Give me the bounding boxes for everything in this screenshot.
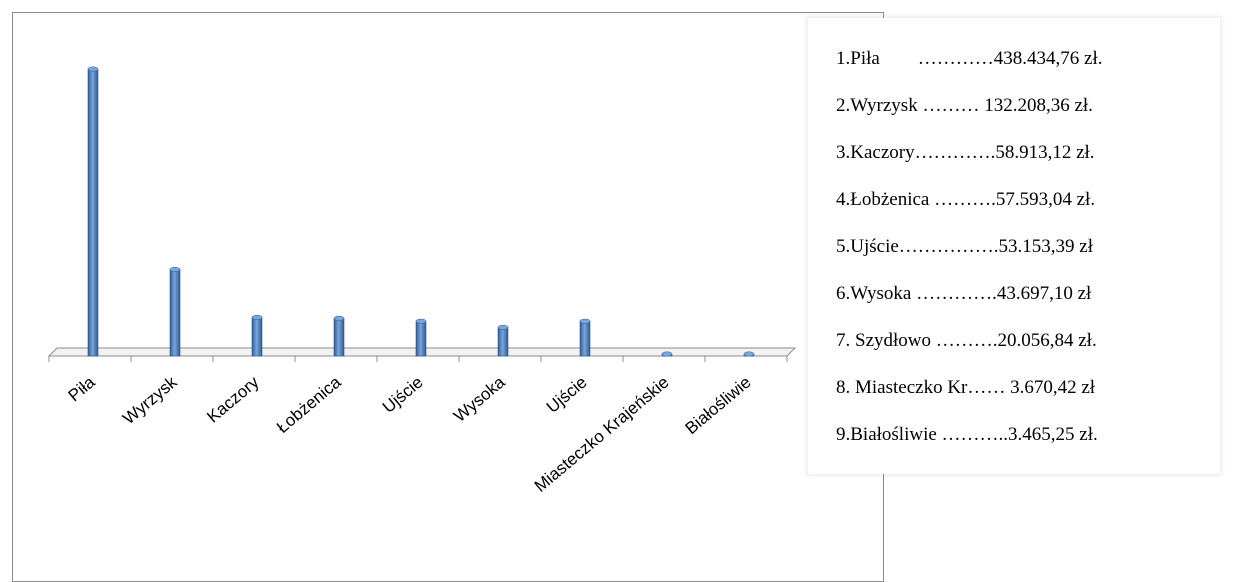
bar-top-1 bbox=[87, 66, 99, 72]
bar-7 bbox=[579, 320, 591, 357]
legend-line-2: 2.Wyrzysk ……… 132.208,36 zł. bbox=[836, 95, 1093, 116]
x-tick-label-8: Miasteczko Krajeńskie bbox=[531, 373, 673, 496]
x-tick-label-4: Łobżenica bbox=[273, 372, 345, 437]
bar-3 bbox=[251, 317, 263, 357]
x-tick-label-7: Ujście bbox=[543, 373, 591, 417]
bar-top-9 bbox=[743, 351, 755, 357]
bar-5 bbox=[415, 320, 427, 357]
bar-top-2 bbox=[169, 267, 181, 272]
bar-top-5 bbox=[415, 318, 427, 324]
legend-line-1: 1.Piła …………438.434,76 zł. bbox=[836, 48, 1103, 69]
x-tick-label-5: Ujście bbox=[379, 373, 427, 417]
bar-top-8 bbox=[661, 351, 673, 357]
x-tick-label-2: Wyrzysk bbox=[119, 372, 181, 428]
values-legend-box: 1.Piła …………438.434,76 zł. 2.Wyrzysk ……… … bbox=[808, 18, 1220, 474]
bar-1 bbox=[87, 68, 99, 357]
legend-line-4: 4.Łobżenica ……….57.593,04 zł. bbox=[836, 189, 1096, 210]
legend-line-3: 3.Kaczory………….58.913,12 zł. bbox=[836, 142, 1095, 163]
legend-line-6: 6.Wysoka ………….43.697,10 zł bbox=[836, 283, 1092, 304]
x-tick-label-6: Wysoka bbox=[450, 372, 509, 426]
bar-chart: Piła Wyrzysk Kaczory Łobżenica Ujście Wysoka U… bbox=[47, 66, 797, 496]
legend-line-5: 5.Ujście…………….53.153,39 zł bbox=[836, 236, 1094, 257]
bar-6 bbox=[497, 327, 509, 357]
bar-4 bbox=[333, 318, 345, 357]
bar-top-3 bbox=[251, 314, 263, 320]
legend-line-9: 9.Białośliwie ………..3.465,25 zł. bbox=[836, 424, 1098, 445]
legend-line-7: 7. Szydłowo ……….20.056,84 zł. bbox=[836, 330, 1097, 351]
bar-top-7 bbox=[579, 318, 591, 324]
x-tick-label-1: Piła bbox=[65, 372, 99, 405]
bar-top-4 bbox=[333, 315, 345, 321]
chart-frame: Piła Wyrzysk Kaczory Łobżenica Ujście Wysoka U… bbox=[12, 12, 884, 582]
bar-top-6 bbox=[497, 324, 509, 330]
x-tick-label-3: Kaczory bbox=[203, 372, 263, 426]
bar-2 bbox=[169, 269, 181, 357]
x-tick-label-9: Białośliwie bbox=[682, 373, 755, 439]
legend-line-8: 8. Miasteczko Kr…… 3.670,42 zł bbox=[836, 377, 1096, 398]
